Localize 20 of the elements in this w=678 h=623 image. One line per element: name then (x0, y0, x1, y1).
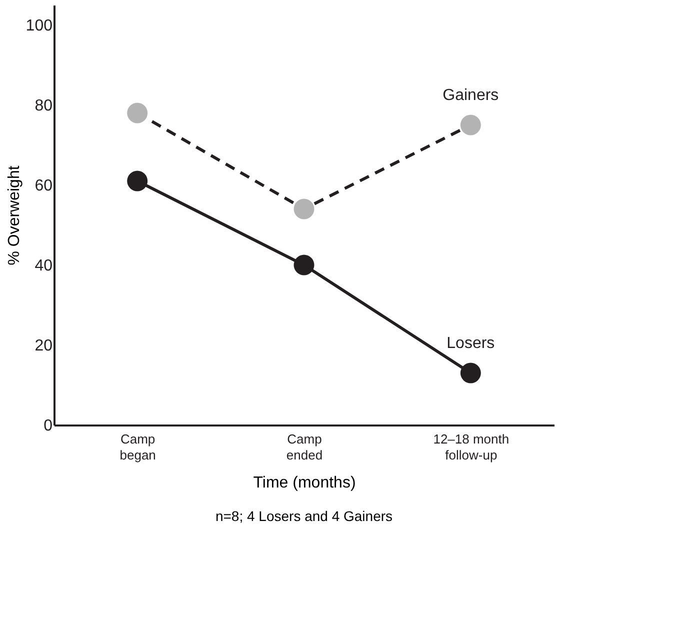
series-label: Losers (446, 335, 495, 352)
y-axis-title: % Overweight (6, 165, 23, 266)
x-tick-label: Camp began (120, 432, 156, 462)
y-tick-label: 60 (34, 178, 53, 194)
x-axis-title: Time (months) (253, 474, 356, 492)
y-tick-label: 80 (34, 98, 53, 114)
y-tick-label: 20 (34, 338, 53, 354)
x-tick-label: 12–18 month follow-up (433, 432, 510, 462)
x-tick-label: Camp ended (286, 432, 323, 462)
point (294, 198, 314, 220)
point (294, 254, 314, 276)
series-label: Gainers (442, 87, 499, 104)
y-tick-label: 0 (44, 418, 53, 434)
y-tick-label: 100 (26, 18, 53, 34)
text: n=8; 4 Losers and 4 Gainers (215, 508, 393, 524)
point (127, 102, 148, 124)
point (460, 362, 481, 384)
point (460, 114, 481, 136)
y-tick-label: 40 (34, 258, 53, 274)
point (127, 170, 148, 192)
